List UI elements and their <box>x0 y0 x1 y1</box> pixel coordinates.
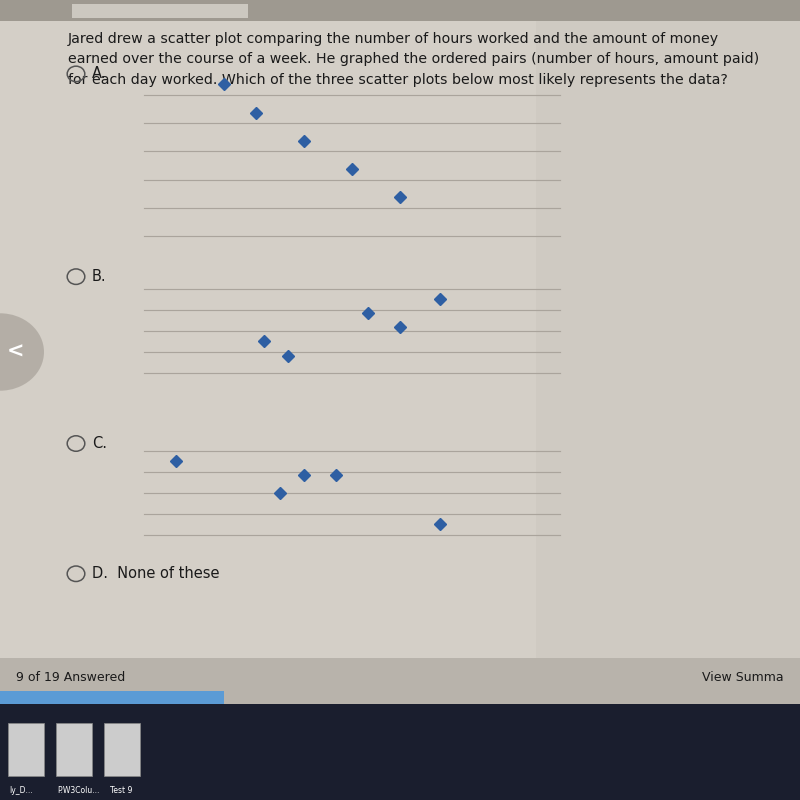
Text: ly_D...: ly_D... <box>10 786 34 794</box>
FancyBboxPatch shape <box>536 21 800 658</box>
Text: A.: A. <box>92 66 106 82</box>
Text: C.: C. <box>92 436 107 451</box>
FancyBboxPatch shape <box>0 0 800 704</box>
Text: B.: B. <box>92 269 106 284</box>
FancyBboxPatch shape <box>8 723 44 776</box>
Circle shape <box>0 314 44 390</box>
FancyBboxPatch shape <box>0 0 800 21</box>
Text: View Summa: View Summa <box>702 670 784 684</box>
FancyBboxPatch shape <box>0 691 224 704</box>
FancyBboxPatch shape <box>0 658 800 704</box>
Text: <: < <box>6 342 24 362</box>
FancyBboxPatch shape <box>56 723 92 776</box>
FancyBboxPatch shape <box>104 723 140 776</box>
Text: Jared drew a scatter plot comparing the number of hours worked and the amount of: Jared drew a scatter plot comparing the … <box>68 32 759 87</box>
Text: D.  None of these: D. None of these <box>92 566 219 582</box>
Text: 9 of 19 Answered: 9 of 19 Answered <box>16 670 126 684</box>
Text: Test 9: Test 9 <box>110 786 133 794</box>
FancyBboxPatch shape <box>72 3 248 18</box>
Text: P.W3Colu...: P.W3Colu... <box>58 786 100 794</box>
